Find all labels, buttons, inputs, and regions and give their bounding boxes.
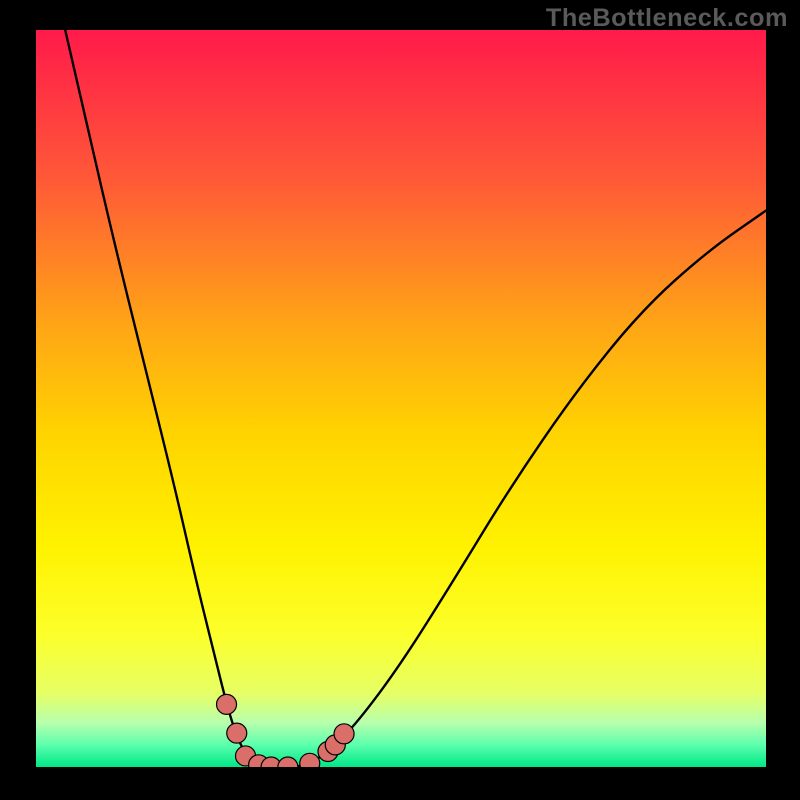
plot-area: [36, 30, 766, 767]
data-marker: [334, 724, 354, 744]
data-marker: [278, 757, 298, 767]
bottleneck-curve: [65, 30, 766, 767]
data-marker: [217, 694, 237, 714]
curve-layer: [36, 30, 766, 767]
data-marker: [227, 723, 247, 743]
data-marker: [300, 753, 320, 767]
watermark-text: TheBottleneck.com: [546, 4, 788, 33]
chart-container: TheBottleneck.com: [0, 0, 800, 800]
